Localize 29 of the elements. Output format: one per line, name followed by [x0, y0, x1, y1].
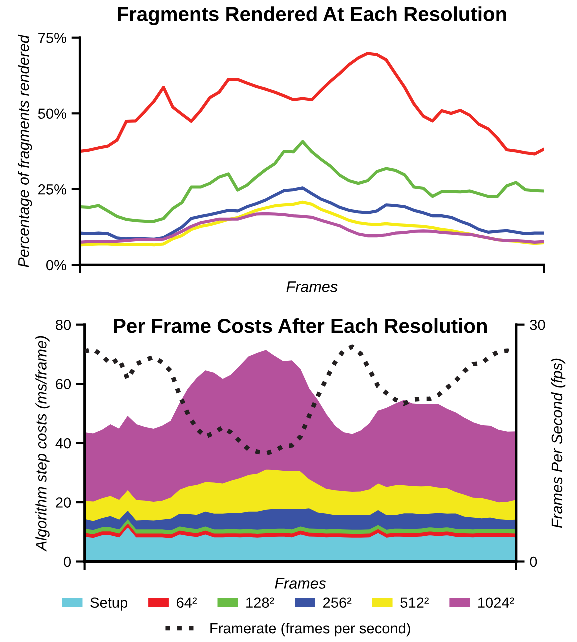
y2-axis-title: Frames Per Second (fps)	[551, 358, 566, 528]
y-axis-title: Percentage of fragments rendered	[18, 34, 32, 268]
legend-label: 512²	[400, 598, 429, 608]
line-series	[80, 212, 544, 244]
x-axis-title: Frames	[275, 578, 326, 589]
y-tick-label: 20	[56, 498, 72, 508]
y-axis-title: Algorithm step costs (ms/frame)	[36, 336, 50, 552]
legend-label: Framerate (frames per second)	[210, 622, 410, 637]
line-series	[80, 186, 544, 241]
y-tick-label: 0	[64, 556, 72, 568]
y-tick-label: 40	[56, 438, 72, 449]
x-axis-title: Frames	[286, 282, 338, 292]
line-series	[80, 52, 544, 156]
chart-title: Fragments Rendered At Each Resolution	[118, 6, 506, 26]
legend-label: Setup	[90, 598, 128, 611]
legend-label: 1024²	[478, 598, 514, 608]
legend-label: 64²	[177, 598, 198, 608]
line-series	[80, 140, 544, 224]
legend-label: 256²	[324, 598, 352, 608]
y-tick-label: 0%	[46, 260, 66, 271]
y2-tick-label: 0	[530, 556, 538, 568]
legend-label: 128²	[246, 598, 274, 608]
chart-title: Per Frame Costs After Each Resolution	[114, 318, 488, 334]
y-tick-label: 60	[56, 379, 72, 390]
y-tick-label: 25%	[38, 184, 66, 195]
y2-tick-label: 30	[530, 320, 546, 330]
y-tick-label: 80	[56, 320, 72, 330]
y-tick-label: 75%	[38, 33, 66, 44]
y-tick-label: 50%	[38, 108, 66, 120]
